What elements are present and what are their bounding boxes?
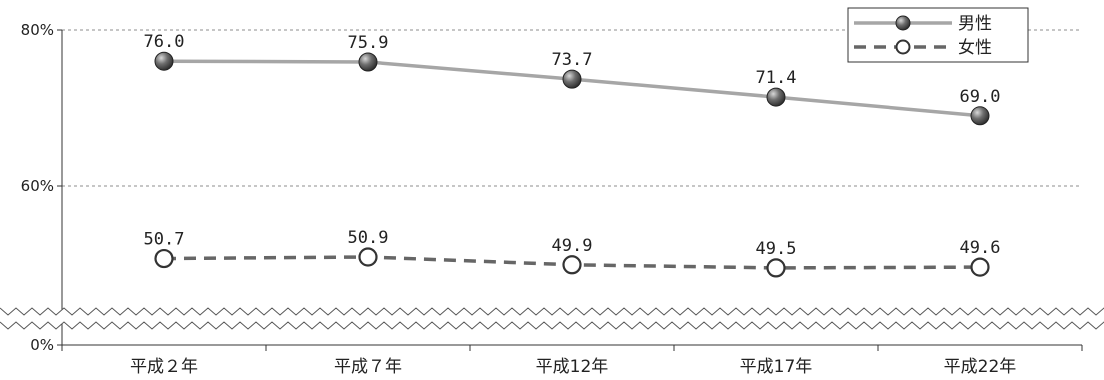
data-labels: 76.0 75.9 73.7 71.4 69.0 50.7 50.9 49.9 49.5 49.6	[144, 32, 1001, 259]
axis-break-line	[0, 307, 1104, 316]
data-label: 50.9	[348, 228, 389, 248]
legend-marker	[895, 15, 911, 31]
y-tick-label: 60%	[21, 177, 54, 195]
data-label: 69.0	[960, 87, 1001, 107]
data-label: 71.4	[756, 68, 797, 88]
data-label: 49.5	[756, 239, 797, 259]
axis-break	[0, 307, 1104, 330]
data-point	[766, 258, 786, 278]
legend-label: 男性	[958, 14, 992, 34]
series	[154, 51, 990, 278]
data-point	[766, 87, 786, 107]
axes	[57, 29, 1083, 351]
x-tick-label: 平成７年	[334, 357, 402, 377]
x-tick-label: 平成22年	[944, 357, 1017, 377]
legend-label: 女性	[958, 38, 992, 58]
legend-box	[847, 7, 1029, 63]
data-point	[970, 106, 990, 126]
data-label: 49.6	[960, 238, 1001, 258]
data-point	[154, 51, 174, 71]
data-label: 73.7	[552, 50, 593, 70]
data-point	[358, 52, 378, 72]
data-label: 49.9	[552, 236, 593, 256]
y-tick-label: 80%	[21, 21, 54, 39]
x-tick-label: 平成12年	[536, 357, 609, 377]
y-tick-labels: 80% 60% 0%	[21, 21, 54, 354]
y-tick-label: 0%	[30, 336, 54, 354]
data-label: 50.7	[144, 230, 185, 250]
axis-break-band	[0, 308, 1104, 329]
data-label: 75.9	[348, 33, 389, 53]
data-point	[970, 257, 990, 277]
data-point	[562, 69, 582, 89]
data-label: 76.0	[144, 32, 185, 52]
data-point	[154, 248, 174, 269]
x-tick-labels: 平成２年 平成７年 平成12年 平成17年 平成22年	[130, 357, 1016, 377]
axis-break-line	[0, 321, 1104, 330]
data-point	[562, 255, 582, 275]
legend-marker	[895, 39, 911, 55]
x-tick-label: 平成17年	[740, 357, 813, 377]
gridlines	[62, 29, 1082, 187]
data-point	[358, 247, 378, 267]
x-tick-label: 平成２年	[130, 357, 198, 377]
